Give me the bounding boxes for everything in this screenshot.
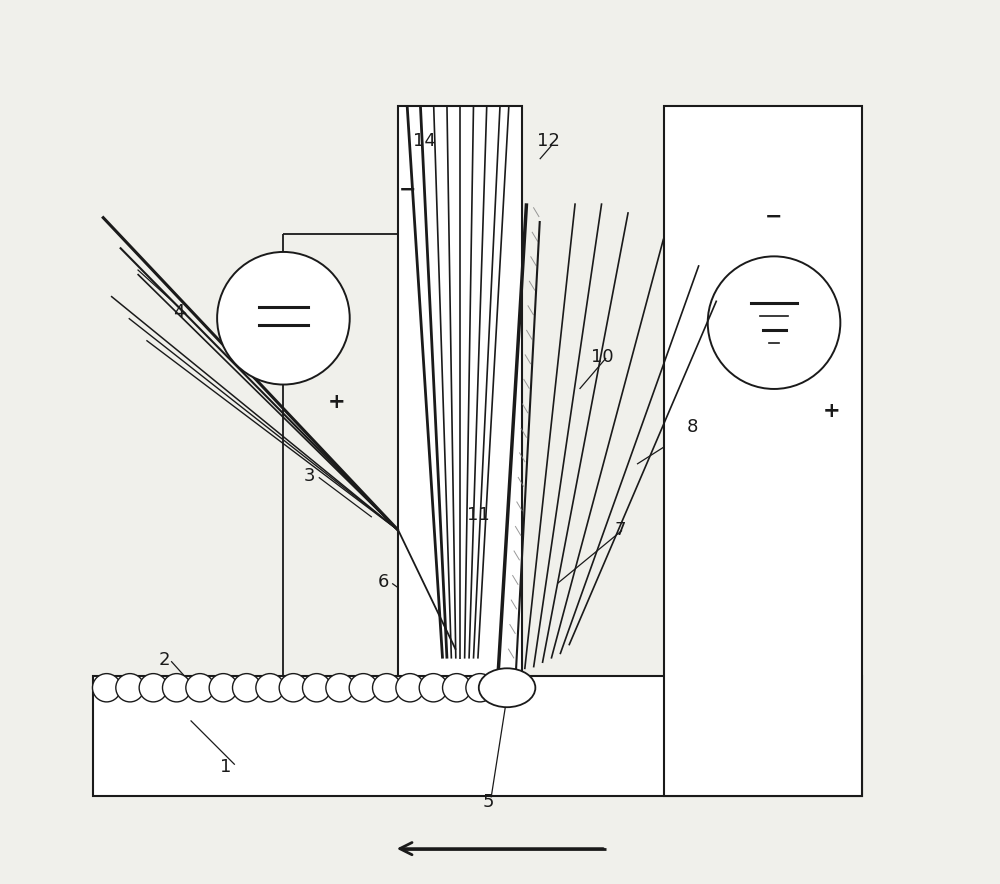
Text: 1: 1: [220, 758, 232, 776]
Text: −: −: [398, 180, 416, 200]
Circle shape: [186, 674, 214, 702]
Circle shape: [349, 674, 377, 702]
Circle shape: [466, 674, 494, 702]
Circle shape: [139, 674, 167, 702]
Circle shape: [373, 674, 401, 702]
Circle shape: [708, 256, 840, 389]
Circle shape: [233, 674, 261, 702]
Text: 6: 6: [378, 573, 389, 591]
Text: 8: 8: [687, 418, 698, 436]
Text: +: +: [823, 401, 840, 421]
Text: −: −: [765, 207, 783, 226]
Text: 2: 2: [158, 652, 170, 669]
Text: 9: 9: [821, 316, 833, 333]
Text: 12: 12: [537, 133, 560, 150]
Circle shape: [396, 674, 424, 702]
Circle shape: [92, 674, 121, 702]
Ellipse shape: [479, 668, 535, 707]
Text: 10: 10: [591, 348, 614, 366]
Circle shape: [489, 674, 518, 702]
Circle shape: [217, 252, 350, 385]
Circle shape: [162, 674, 191, 702]
Circle shape: [209, 674, 237, 702]
Text: 13: 13: [221, 322, 244, 339]
Text: +: +: [328, 392, 345, 412]
Circle shape: [256, 674, 284, 702]
Text: 11: 11: [467, 507, 490, 524]
Text: 14: 14: [413, 133, 436, 150]
Text: 7: 7: [614, 522, 626, 539]
Circle shape: [303, 674, 331, 702]
Circle shape: [279, 674, 307, 702]
Bar: [398, 106, 522, 676]
Circle shape: [326, 674, 354, 702]
Bar: [664, 106, 862, 796]
Circle shape: [419, 674, 447, 702]
Text: 3: 3: [303, 467, 315, 484]
Circle shape: [116, 674, 144, 702]
Circle shape: [443, 674, 471, 702]
Text: 4: 4: [173, 303, 185, 321]
Bar: [93, 676, 862, 796]
Text: 5: 5: [483, 793, 494, 811]
